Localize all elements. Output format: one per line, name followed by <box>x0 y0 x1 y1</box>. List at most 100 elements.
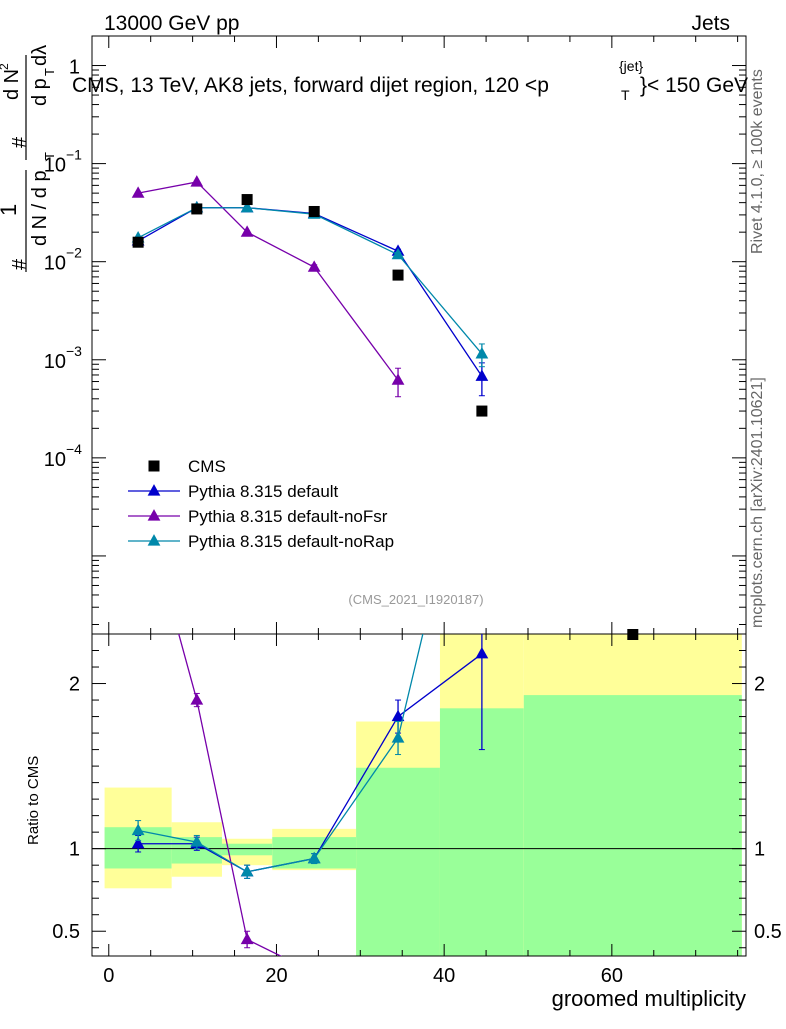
data-cms <box>132 194 639 640</box>
ratio-y-tick-label: 1 <box>69 839 80 861</box>
series-point <box>240 200 254 213</box>
ratio-y-tick-label-right: 2 <box>754 674 765 696</box>
main-y-tick-label-top: 1 <box>69 57 80 79</box>
band-stat-4 <box>356 767 440 956</box>
data-point <box>191 203 203 215</box>
ratio-y-tick-label-right: 0.5 <box>754 921 782 943</box>
plot-title: CMS, 13 TeV, AK8 jets, forward dijet reg… <box>72 58 748 103</box>
ratio-point <box>190 835 204 847</box>
ratio-point <box>308 966 321 977</box>
ratio-series-1 <box>132 479 321 977</box>
ratio-point <box>391 731 405 743</box>
header-right: Jets <box>691 12 730 35</box>
ratio-point <box>131 836 145 849</box>
series-point <box>240 225 254 237</box>
band-stat-6 <box>523 695 742 956</box>
legend: CMS Pythia 8.315 default Pythia 8.315 defa… <box>128 457 394 551</box>
main-y-tick-base: 10 <box>44 253 66 275</box>
legend-label: Pythia 8.315 default-noFsr <box>188 507 388 526</box>
main-y-tick-exp: −2 <box>66 245 82 261</box>
main-series <box>131 175 639 640</box>
x-tick-label: 0 <box>103 965 114 987</box>
ylabel-d2n-sup: 2 <box>0 63 11 70</box>
ratio-point <box>475 646 489 659</box>
legend-item: Pythia 8.315 default-noFsr <box>128 507 388 526</box>
analysis-tag: (CMS_2021_I1920187) <box>348 592 483 607</box>
title-subscript: T <box>621 87 630 103</box>
legend-label: Pythia 8.315 default <box>188 482 339 501</box>
series-2 <box>131 200 489 368</box>
header-left: 13000 GeV pp <box>104 12 239 35</box>
legend-label: CMS <box>188 457 226 476</box>
ratio-series-2 <box>131 634 424 879</box>
series-line <box>137 207 483 355</box>
main-panel-frame: 10 −110 −210 −310 −41 <box>44 35 747 635</box>
ylabel-hash-1: # <box>9 258 31 270</box>
series-point <box>391 247 405 260</box>
ratio-line <box>178 634 283 956</box>
main-y-tick-label: 10 −4 <box>44 441 82 471</box>
data-point <box>392 269 404 281</box>
ratio-y-tick-label-right: 1 <box>754 839 765 861</box>
y-axis-label: 1 # d N / d p T # d N 2 d p T dλ <box>0 45 57 272</box>
legend-label: Pythia 8.315 default-noRap <box>188 532 394 551</box>
legend-marker-triangle <box>147 484 161 496</box>
data-point <box>627 629 639 640</box>
ratio-point <box>391 709 405 722</box>
series-point <box>475 369 489 381</box>
ylabel-dlambda: dλ <box>29 45 51 66</box>
side-text-mcplots: mcplots.cern.ch [arXiv:2401.10621] <box>749 377 766 628</box>
ratio-point <box>190 693 204 705</box>
ylabel-one: 1 <box>0 204 21 216</box>
ylabel-t-sub-2: T <box>42 68 57 76</box>
x-axis-label: groomed multiplicity <box>552 986 746 1011</box>
ylabel-d2n: d N <box>1 69 23 100</box>
series-point <box>131 186 145 198</box>
main-y-tick-label: 10 −2 <box>44 245 82 275</box>
x-tick-label: 20 <box>265 965 287 987</box>
side-text-rivet: Rivet 4.1.0, ≥ 100k events <box>749 69 766 254</box>
ylabel-hash-2: # <box>9 136 31 148</box>
ylabel-dpt: d p <box>29 78 51 106</box>
title-main: CMS, 13 TeV, AK8 jets, forward dijet reg… <box>72 74 549 97</box>
series-point <box>391 373 405 385</box>
ratio-axes-box <box>91 633 747 957</box>
main-y-tick-exp: −4 <box>66 441 82 457</box>
data-point <box>132 236 144 248</box>
series-point <box>190 175 204 187</box>
ratio-y-tick-label: 2 <box>69 674 80 696</box>
main-y-tick-base: 10 <box>44 351 66 373</box>
ratio-line <box>137 634 424 873</box>
ylabel-dn-dpt: d N / d p <box>29 170 51 246</box>
ratio-point <box>240 864 254 877</box>
main-y-tick-exp: −1 <box>66 147 82 163</box>
main-y-tick-base: 10 <box>44 155 66 177</box>
legend-marker-triangle <box>147 534 161 546</box>
ratio-point <box>132 479 145 490</box>
series-point <box>475 346 489 359</box>
main-y-tick-exp: −3 <box>66 343 82 359</box>
main-y-tick-label: 10 −3 <box>44 343 82 373</box>
band-stat-2 <box>221 843 273 856</box>
ratio-panel-frame: 0 20 40 60 2 2 1 1 0.5 0.5 <box>52 633 782 987</box>
legend-item: Pythia 8.315 default <box>128 482 339 501</box>
series-line <box>137 181 399 381</box>
ratio-uncertainty-bands <box>104 634 742 956</box>
series-point <box>307 260 321 272</box>
title-superscript: {jet} <box>619 58 643 74</box>
title-text: CMS, 13 TeV, AK8 jets, forward dijet reg… <box>72 74 549 97</box>
ratio-series <box>131 479 489 977</box>
x-tick-label: 60 <box>601 965 623 987</box>
data-point <box>476 405 488 417</box>
series-1 <box>131 175 405 398</box>
legend-item: CMS <box>148 457 226 476</box>
ratio-point <box>131 823 145 836</box>
ratio-point <box>240 932 254 945</box>
main-y-tick-base: 10 <box>44 449 66 471</box>
data-point <box>241 194 253 206</box>
ratio-y-tick-label: 0.5 <box>52 921 80 943</box>
title-tail: }< 150 GeV <box>640 74 748 97</box>
ratio-point <box>307 851 321 864</box>
legend-marker-square <box>148 460 160 472</box>
